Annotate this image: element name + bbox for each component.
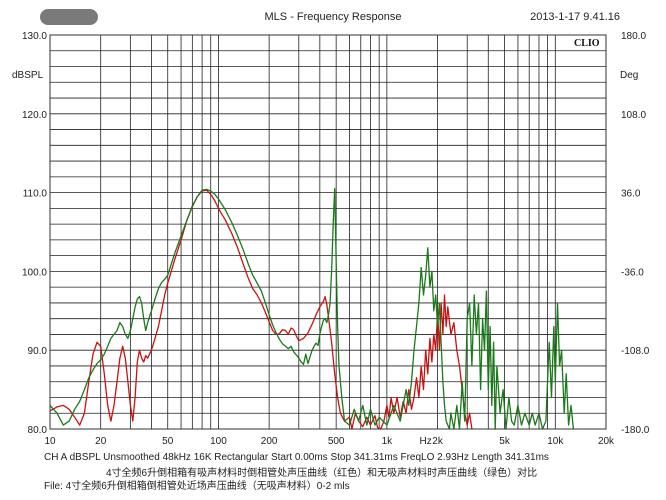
y-tick-label-right: -36.0: [621, 267, 644, 278]
footer-caption: 4寸全频6升倒相箱有吸声材料时倒相管处声压曲线（红色）和无吸声材料时声压曲线（绿…: [106, 468, 538, 479]
y-tick-label-right: 180.0: [621, 31, 646, 42]
y-tick-label-left: 120.0: [22, 110, 47, 121]
x-tick-label: 1k: [382, 436, 394, 447]
y-unit-right: Deg: [620, 70, 638, 81]
window-title: MLS - Frequency Response: [264, 11, 402, 23]
y-tick-label-left: 90.0: [28, 346, 48, 357]
y-tick-label-right: -180.0: [621, 425, 650, 436]
x-tick-label: 10k: [547, 436, 564, 447]
y-axis-right-ticks: 180.0 108.0 36.0 -36.0 -108.0 -180.0: [621, 31, 650, 436]
timestamp: 2013-1-17 9.41.16: [530, 11, 620, 23]
grid: [49, 34, 607, 430]
x-tick-label: 20: [95, 436, 107, 447]
y-tick-label-left: 110.0: [23, 189, 48, 200]
x-tick-label: 10: [44, 436, 56, 447]
y-tick-label-left: 130.0: [22, 31, 47, 42]
x-tick-label: 20k: [598, 436, 615, 447]
x-tick-label: 50: [162, 436, 174, 447]
title-bar: MLS - Frequency Response 2013-1-17 9.41.…: [0, 0, 666, 30]
y-unit-left: dBSPL: [12, 70, 44, 81]
x-tick-label: 200: [261, 436, 278, 447]
x-tick-label: 100: [210, 436, 227, 447]
series-line-green: [49, 188, 575, 430]
x-axis-ticks: 10 20 50 100 200 500 1k Hz 2k 5k 10k 20k: [44, 436, 615, 447]
y-axis-left-ticks: 130.0 120.0 110.0 100.0 90.0 80.0: [22, 31, 47, 436]
footer-settings: CH A dBSPL Unsmoothed 48kHz 16K Rectangu…: [44, 452, 549, 463]
series-layer: [49, 188, 575, 430]
x-tick-label: 2k: [432, 436, 444, 447]
x-tick-label: 500: [328, 436, 345, 447]
y-tick-label-left: 80.0: [28, 425, 48, 436]
footer-file: File: 4寸全频6升倒相箱倒相管处近场声压曲线（无吸声材料）0-2 mls: [44, 481, 350, 492]
plot-frame: [49, 34, 607, 430]
brand-label: CLIO: [574, 38, 600, 49]
y-tick-label-left: 100.0: [22, 267, 47, 278]
y-tick-label-right: -108.0: [621, 346, 650, 357]
logo-redacted: [40, 9, 98, 25]
x-tick-label: Hz: [420, 436, 432, 447]
y-tick-label-right: 36.0: [621, 189, 641, 200]
y-tick-label-right: 108.0: [621, 110, 646, 121]
series-line-red: [49, 189, 473, 430]
x-tick-label: 5k: [499, 436, 511, 447]
